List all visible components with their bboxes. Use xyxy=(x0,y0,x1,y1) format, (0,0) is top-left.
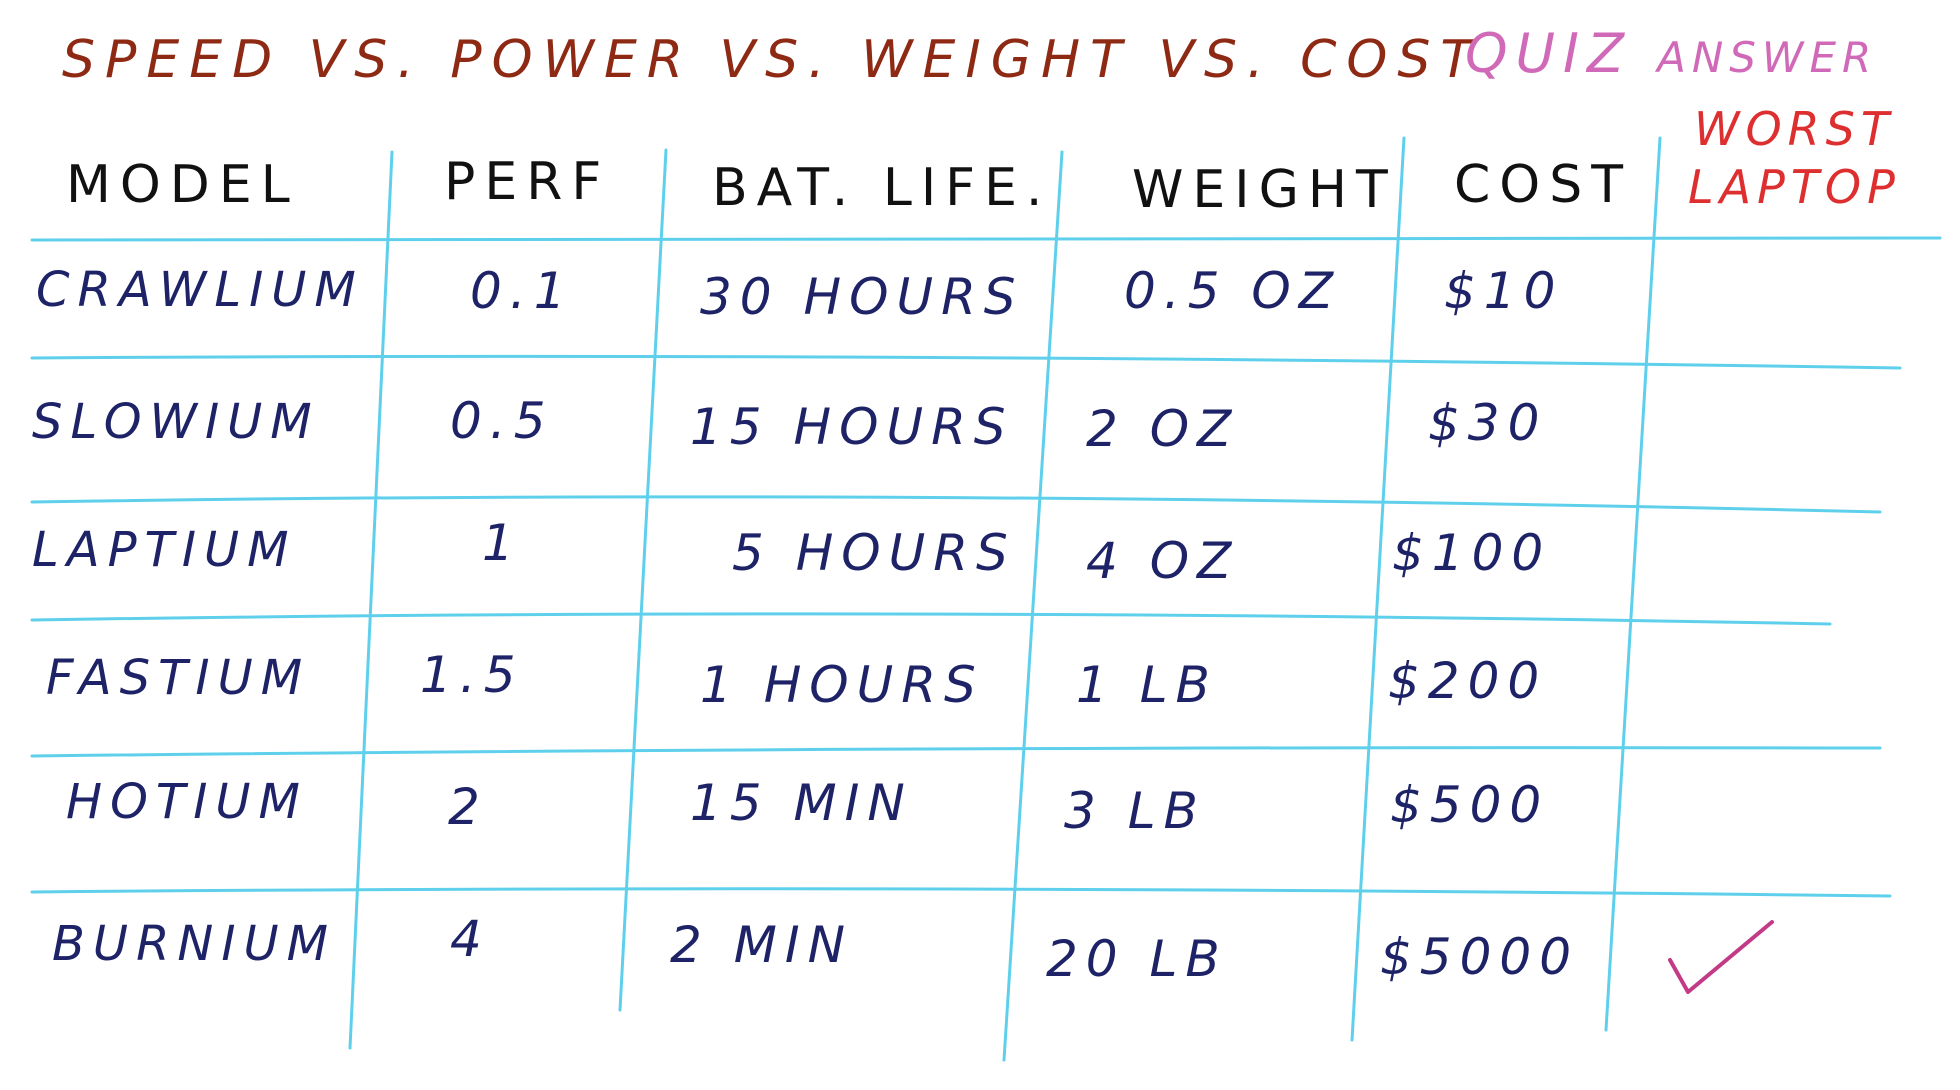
grid-line-h6 xyxy=(30,887,1892,898)
worst-header-line2: LAPTOP xyxy=(1688,160,1901,214)
perf-cell: 1 xyxy=(482,514,522,572)
perf-cell: 0.5 xyxy=(450,392,554,450)
grid-line-h3 xyxy=(30,495,1882,514)
battery-cell: 30 HOURS xyxy=(700,268,1024,326)
model-cell: SLOWIUM xyxy=(32,394,320,450)
header-weight: WEIGHT xyxy=(1132,160,1397,220)
header-cost: COST xyxy=(1454,155,1633,215)
perf-cell: 2 xyxy=(448,778,488,836)
model-cell: CRAWLIUM xyxy=(36,262,364,318)
quiz-label: QUIZ xyxy=(1465,22,1632,85)
grid-line-h5 xyxy=(30,746,1882,758)
cost-cell: $30 xyxy=(1428,394,1548,452)
grid-line-h1 xyxy=(30,236,1942,242)
header-model: MODEL xyxy=(66,155,299,215)
grid-line-v1 xyxy=(348,150,394,1050)
cost-cell: $5000 xyxy=(1380,928,1580,986)
worst-header-line1: WORST xyxy=(1693,102,1895,156)
checkmark-icon xyxy=(1668,920,1774,994)
grid-line-v4 xyxy=(1350,136,1406,1042)
weight-cell: 1 LB xyxy=(1076,656,1218,714)
model-cell: BURNIUM xyxy=(52,916,337,972)
perf-cell: 1.5 xyxy=(420,646,524,704)
weight-cell: 3 LB xyxy=(1064,782,1206,840)
answer-label: ANSWER xyxy=(1657,33,1878,82)
perf-cell: 4 xyxy=(450,910,490,968)
cost-cell: $500 xyxy=(1390,776,1550,834)
header-perf: PERF xyxy=(444,152,611,212)
grid-line-h4 xyxy=(30,612,1832,626)
model-cell: LAPTIUM xyxy=(32,522,297,578)
battery-cell: 15 MIN xyxy=(690,774,913,832)
battery-cell: 2 MIN xyxy=(670,916,853,974)
grid-line-v5 xyxy=(1604,136,1662,1032)
cost-cell: $10 xyxy=(1444,262,1564,320)
grid-line-v3 xyxy=(1002,150,1064,1062)
battery-cell: 5 HOURS xyxy=(732,524,1016,582)
page-title: SPEED VS. POWER VS. WEIGHT VS. COST xyxy=(62,30,1483,90)
weight-cell: 0.5 OZ xyxy=(1124,262,1342,320)
worst-laptop-header: WORST LAPTOP xyxy=(1688,100,1901,216)
weight-cell: 20 LB xyxy=(1046,930,1228,988)
battery-cell: 15 HOURS xyxy=(690,398,1014,456)
weight-cell: 4 OZ xyxy=(1086,532,1240,590)
model-cell: FASTIUM xyxy=(46,650,311,706)
weight-cell: 2 OZ xyxy=(1086,400,1240,458)
battery-cell: 1 HOURS xyxy=(700,656,984,714)
grid-line-h2 xyxy=(30,354,1902,370)
model-cell: HOTIUM xyxy=(66,774,308,830)
perf-cell: 0.1 xyxy=(470,262,574,320)
quiz-answer-label: QUIZ ANSWER xyxy=(1465,22,1877,85)
header-battery-life: BAT. LIFE. xyxy=(712,158,1052,218)
cost-cell: $200 xyxy=(1388,652,1548,710)
cost-cell: $100 xyxy=(1392,524,1552,582)
grid-line-v2 xyxy=(618,148,668,1012)
